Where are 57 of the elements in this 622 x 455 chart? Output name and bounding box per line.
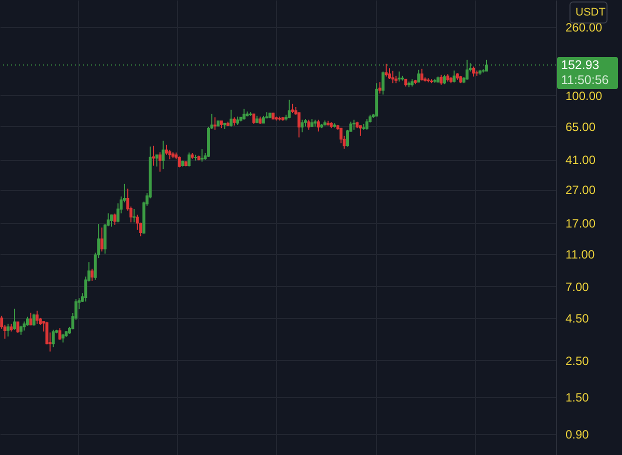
candlestick: [158, 152, 162, 172]
candlestick: [388, 68, 391, 80]
y-tick-label: 2.50: [566, 354, 590, 368]
candlestick: [358, 124, 362, 136]
candlestick: [398, 71, 401, 82]
y-tick-label: 17.00: [566, 216, 596, 230]
candlestick: [188, 152, 191, 168]
candlestick: [36, 310, 39, 324]
candlestick: [13, 308, 16, 330]
candlestick: [242, 108, 246, 120]
y-tick-label: 11.00: [566, 248, 595, 262]
y-tick-label: 7.00: [566, 280, 590, 294]
ref-line-label: 152.93: [561, 58, 600, 72]
candlestick: [300, 119, 304, 133]
y-tick-label: 260.00: [566, 20, 603, 34]
candlestick: [307, 119, 310, 130]
candlestick: [417, 69, 420, 84]
candlestick: [178, 156, 181, 168]
candlestick: [90, 268, 94, 282]
y-tick-label: 27.00: [566, 183, 596, 198]
candlestick: [452, 70, 456, 84]
candlestick: [472, 66, 476, 78]
candlestick: [365, 118, 368, 130]
y-tick-label: 41.00: [566, 153, 596, 168]
candlestick: [230, 109, 233, 128]
y-tick-label: 1.50: [566, 390, 590, 405]
y-axis-title: USDT: [576, 6, 606, 18]
candlestick: [443, 74, 446, 85]
candlestick: [110, 214, 113, 228]
candlestick: [155, 154, 158, 168]
candlestick: [165, 144, 168, 156]
candlestick: [168, 149, 172, 160]
candlestick: [152, 145, 156, 166]
candlestick: [352, 119, 356, 130]
candlestick: [136, 214, 139, 230]
y-tick-label: 100.00: [566, 89, 603, 103]
candlestick: [420, 68, 424, 82]
candlestick: [382, 71, 385, 96]
text: 11:50:56: [561, 72, 609, 87]
candlestick: [316, 119, 320, 132]
candlestick: [20, 325, 22, 336]
candlestick: [200, 148, 204, 162]
candlestick: [291, 103, 294, 114]
candlestick: [214, 116, 216, 130]
candlestick: [384, 63, 388, 78]
candlestick: [100, 227, 104, 252]
candlestick: [288, 99, 291, 119]
candlestick: [132, 208, 136, 223]
candlestick: [52, 329, 55, 348]
candlestick: [29, 312, 32, 326]
candlestick: [378, 82, 382, 94]
y-tick-label: 4.50: [566, 312, 590, 326]
candlestick: [58, 328, 62, 340]
y-tick-label: 65.00: [566, 120, 596, 134]
y-tick-label: 0.90: [566, 427, 590, 442]
candlestick: [32, 313, 36, 326]
candlestick: [6, 323, 10, 337]
